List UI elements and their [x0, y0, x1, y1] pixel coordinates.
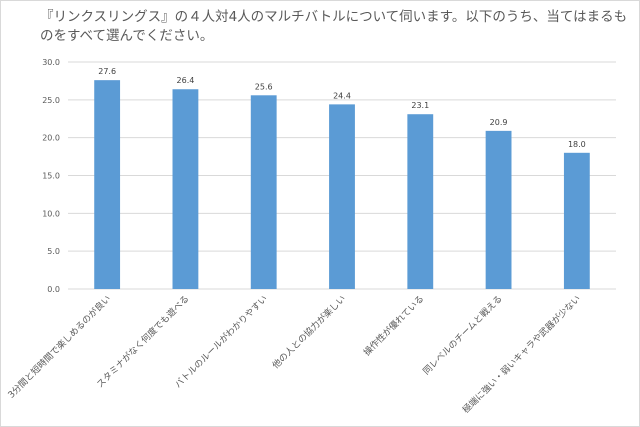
- y-tick-label: 15.0: [42, 172, 60, 181]
- x-category-label: 極端に強い・弱いキャラや武器が少ない: [460, 293, 583, 416]
- data-label: 27.6: [98, 67, 116, 76]
- bar: [329, 104, 355, 289]
- data-label: 26.4: [177, 76, 195, 85]
- data-label: 18.0: [568, 140, 586, 149]
- data-label: 23.1: [411, 101, 429, 110]
- x-category-label: バトルのルールがわかりやすい: [172, 293, 270, 391]
- bar: [250, 95, 277, 289]
- y-tick-label: 10.0: [42, 209, 60, 218]
- chart-title: 『リンクスリングス』の４人対4人のマルチバトルについて伺います。以下のうち、当て…: [40, 9, 628, 44]
- y-tick-label: 20.0: [42, 134, 60, 143]
- bar: [407, 114, 434, 290]
- bar: [94, 80, 121, 289]
- data-label: 24.4: [333, 91, 351, 100]
- y-tick-label: 0.0: [47, 285, 60, 294]
- x-category-label: 同レベルのチームと戦える: [420, 293, 504, 377]
- bar: [563, 152, 590, 289]
- data-label: 25.6: [255, 82, 273, 91]
- x-category-label: 他の人との協力が楽しい: [270, 293, 348, 371]
- bar: [485, 130, 512, 289]
- y-tick-label: 5.0: [47, 247, 60, 256]
- x-category-label: スタミナがなく何度でも遊べる: [94, 293, 192, 391]
- y-tick-label: 25.0: [42, 96, 60, 105]
- y-tick-label: 30.0: [42, 58, 60, 67]
- x-category-label: 操作性が優れている: [361, 293, 427, 359]
- bar: [172, 89, 199, 290]
- data-label: 20.9: [490, 118, 508, 127]
